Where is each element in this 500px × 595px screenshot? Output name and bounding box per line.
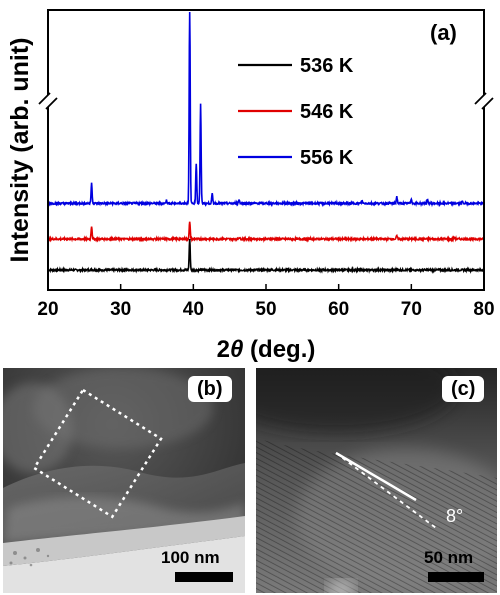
micrograph-c: (c) 8° 50 nm <box>256 368 497 593</box>
series-line-1 <box>47 221 485 244</box>
x-tick-label-50: 50 <box>255 299 276 320</box>
micrograph-c-image <box>256 368 497 593</box>
x-tick-label-70: 70 <box>401 299 422 320</box>
micrograph-b: (b) 100 nm <box>3 368 245 593</box>
scale-bar-b <box>175 572 233 582</box>
panel-label-c: (c) <box>442 376 485 402</box>
x-tick-label-60: 60 <box>328 299 349 320</box>
angle-label: 8° <box>446 506 464 526</box>
scale-label-b: 100 nm <box>161 548 220 567</box>
legend-label-1: 546 K <box>300 101 354 123</box>
angle-lines <box>335 451 437 529</box>
legend-label-2: 556 K <box>300 147 354 169</box>
scale-label-c: 50 nm <box>424 548 474 567</box>
scale-bar-c <box>428 572 484 582</box>
panel-label-a: (a) <box>430 20 457 45</box>
plot-frame <box>47 9 485 291</box>
x-axis-label: 2θ (deg.) <box>217 336 316 363</box>
x-tick-label-40: 40 <box>183 299 204 320</box>
y-axis-label: Intensity (arb. unit) <box>6 38 34 263</box>
series-line-0 <box>47 239 485 275</box>
xrd-series <box>47 11 485 275</box>
x-tick-label-30: 30 <box>110 299 131 320</box>
x-axis-label-unit: (deg.) <box>243 336 315 363</box>
series-line-2 <box>47 11 485 208</box>
legend: 536 K 546 K 556 K <box>238 55 354 169</box>
y-axis-break <box>38 92 494 110</box>
legend-label-0: 536 K <box>300 55 354 77</box>
x-axis-label-var: θ <box>230 336 243 363</box>
panel-label-b: (b) <box>188 376 232 402</box>
x-axis-label-symbol: 2 <box>217 336 230 363</box>
x-tick-label-20: 20 <box>37 299 58 320</box>
x-ticks: 20 30 40 50 60 70 80 <box>37 284 495 320</box>
micrograph-b-image <box>3 368 245 593</box>
x-tick-label-80: 80 <box>473 299 494 320</box>
xrd-chart: 20 30 40 50 60 70 80 536 K 546 K 556 K (a) Inten… <box>6 9 495 363</box>
